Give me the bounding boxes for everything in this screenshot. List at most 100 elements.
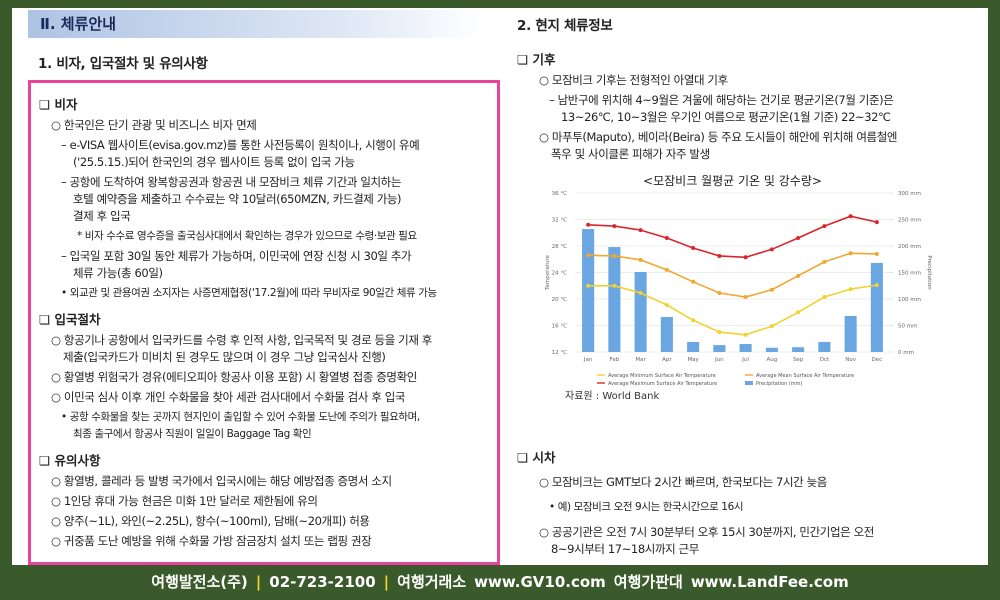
x-tick-label: Sep bbox=[793, 357, 804, 363]
x-tick-label: Oct bbox=[820, 357, 830, 363]
text-line: ○ 공공기관은 오전 7시 30분부터 오후 15시 30분까지, 민간기업은 … bbox=[539, 525, 874, 539]
left-heading: 1. 비자, 입국절차 및 유의사항 bbox=[38, 56, 208, 72]
text-line: ○ 한국인은 단기 관광 및 비즈니스 비자 면제 bbox=[51, 118, 257, 132]
x-tick-label: Feb bbox=[610, 357, 620, 363]
right-heading: 2. 현지 체류정보 bbox=[517, 18, 613, 34]
list-item: • 예) 모잠비크 오전 9시는 한국시간으로 16시 bbox=[527, 499, 967, 516]
y-tick-label: 16 °C bbox=[552, 324, 567, 330]
x-tick-label: Jan bbox=[583, 357, 593, 363]
list-item: ○ 양주(~1L), 와인(~2.25L), 향수(~100ml), 담배(~2… bbox=[39, 513, 497, 530]
list-item: ○ 귀중품 도난 예방을 위해 수화물 가방 잠금장치 설치 또는 랩핑 권장 bbox=[39, 533, 497, 550]
footer-text: 여행거래소 bbox=[397, 573, 467, 591]
x-tick-label: Jun bbox=[714, 357, 724, 363]
point bbox=[612, 224, 617, 229]
point bbox=[769, 247, 774, 252]
point bbox=[717, 291, 722, 296]
content-panel bbox=[12, 8, 988, 565]
line bbox=[588, 215, 878, 259]
bar bbox=[844, 315, 857, 352]
chart: <모잠비크 월평균 기온 및 강수량> 12 °C 16 °C 20 °C 24 °C 2… bbox=[545, 174, 932, 402]
climate-section: ❏ 기후 ○ 모잠비크 기후는 전형적인 아열대 기후 – 남반구에 위치해 4~9… bbox=[517, 42, 967, 163]
x-tick-label: Apr bbox=[662, 357, 672, 363]
bar bbox=[608, 247, 621, 352]
list-item: ○ 한국인은 단기 관광 및 비즈니스 비자 면제 bbox=[39, 117, 497, 134]
section-title-text: ❏ 유의사항 bbox=[39, 453, 101, 468]
y-tick-label: 32 °C bbox=[552, 218, 567, 224]
text-line: ○ 양주(~1L), 와인(~2.25L), 향수(~100ml), 담배(~2… bbox=[51, 514, 370, 528]
y2-tick-label: 150 mm bbox=[898, 271, 921, 277]
bar bbox=[660, 317, 673, 352]
point bbox=[717, 330, 722, 335]
list-item: ○ 1인당 휴대 가능 현금은 미화 1만 달러로 제한됨에 유의 bbox=[39, 493, 497, 510]
point bbox=[586, 222, 591, 227]
point bbox=[822, 295, 827, 300]
legend-label: Average Minimum Surface Air Temperature bbox=[608, 373, 716, 379]
bar bbox=[870, 262, 883, 352]
y2-tick-label: 200 mm bbox=[898, 244, 921, 250]
list-item: – 공항에 도착하여 왕복항공권과 항공권 내 모잠비크 체류 기간과 일치하는… bbox=[39, 174, 497, 225]
point bbox=[769, 287, 774, 292]
list-item: ○ 마푸투(Maputo), 베이라(Beira) 등 주요 도시들이 해안에 … bbox=[527, 129, 967, 163]
line bbox=[588, 284, 878, 336]
point bbox=[796, 236, 801, 241]
chart-title: <모잠비크 월평균 기온 및 강수량> bbox=[643, 174, 822, 188]
y2-tick-label: 100 mm bbox=[898, 297, 921, 303]
list-item: ○ 항공기나 공항에서 입국카드를 수령 후 인적 사항, 입국목적 및 경로 … bbox=[39, 332, 497, 366]
point bbox=[638, 291, 643, 296]
point bbox=[664, 302, 669, 307]
footer: 여행발전소(주) | 02-723-2100 | 여행거래소 www.GV10.com 여행… bbox=[0, 565, 1000, 600]
point bbox=[638, 257, 643, 262]
point bbox=[874, 251, 879, 256]
point bbox=[664, 267, 669, 272]
point bbox=[717, 253, 722, 258]
bar bbox=[582, 229, 595, 352]
bar bbox=[713, 345, 726, 352]
section-title: ❏ 비자 bbox=[39, 94, 497, 113]
point bbox=[743, 295, 748, 300]
footer-separator: | bbox=[383, 573, 390, 591]
x-tick-label: Dec bbox=[872, 357, 883, 363]
text-line: ○ 모잠비크 기후는 전형적인 아열대 기후 bbox=[539, 73, 728, 87]
section-title: ❏ 시차 bbox=[517, 447, 967, 466]
y-tick-label: 20 °C bbox=[552, 297, 567, 303]
section-title-text: ❏ 입국절차 bbox=[39, 312, 101, 327]
y-tick-label: 12 °C bbox=[552, 350, 567, 356]
bar bbox=[818, 341, 831, 352]
list-item: – 입국일 포함 30일 동안 체류가 가능하며, 이민국에 연장 신청 시 3… bbox=[39, 248, 497, 282]
y-tick-label: 28 °C bbox=[552, 244, 567, 250]
header-title: Ⅱ. 체류안내 bbox=[28, 10, 483, 38]
list-item: ○ 황열병 위험국가 경유(에티오피아 항공사 이용 포함) 시 황열병 접종 … bbox=[39, 369, 497, 386]
text-line: • 예) 모잠비크 오전 9시는 한국시간으로 16시 bbox=[549, 501, 744, 513]
list-item: ○ 황열병, 콜레라 등 발병 국가에서 입국시에는 해당 예방접종 증명서 소… bbox=[39, 473, 497, 490]
text-line: ○ 모잠비크는 GMT보다 2시간 빠르며, 한국보다는 7시간 늦음 bbox=[539, 475, 827, 489]
bar bbox=[634, 271, 647, 352]
text-line: 13~26℃, 10~3월은 우기인 여름으로 평균기온(1월 기준) 22~3… bbox=[561, 110, 891, 124]
point bbox=[796, 310, 801, 315]
point bbox=[848, 214, 853, 219]
text-line: ('25.5.15.)되어 한국인의 경우 웹사이트 등록 없이 입국 가능 bbox=[73, 155, 355, 169]
text-line: 체류 가능(총 60일) bbox=[73, 266, 163, 280]
text-line: 제출(입국카드가 미비치 된 경우도 많으며 이 경우 그냥 입국심사 진행) bbox=[63, 350, 386, 364]
footer-text: 여행발전소(주) bbox=[151, 573, 248, 591]
text-line: ○ 항공기나 공항에서 입국카드를 수령 후 인적 사항, 입국목적 및 경로 … bbox=[51, 333, 432, 347]
list-item: – e-VISA 웹사이트(evisa.gov.mz)를 통한 사전등록이 원칙… bbox=[39, 137, 497, 171]
section-title: ❏ 유의사항 bbox=[39, 450, 497, 469]
list-item: • 공항 수화물을 찾는 곳까지 현지인이 출입할 수 있어 수화물 도난에 주… bbox=[39, 409, 497, 443]
footer-text: www.LandFee.com bbox=[690, 573, 849, 591]
legend-label: Average Maximum Surface Air Temperature bbox=[608, 381, 717, 387]
text-line: ○ 황열병 위험국가 경유(에티오피아 항공사 이용 포함) 시 황열병 접종 … bbox=[51, 370, 417, 384]
y2-axis-label: Precipitation bbox=[926, 255, 932, 290]
chart-source: 자료원 : World Bank bbox=[565, 390, 659, 402]
list-item: – 남반구에 위치해 4~9월은 겨울에 해당하는 건기로 평균기온(7월 기준… bbox=[527, 92, 967, 126]
point bbox=[769, 324, 774, 329]
point bbox=[612, 253, 617, 258]
point bbox=[691, 279, 696, 284]
point bbox=[638, 228, 643, 233]
y-tick-label: 24 °C bbox=[552, 271, 567, 277]
text-line: – e-VISA 웹사이트(evisa.gov.mz)를 통한 사전등록이 원칙… bbox=[61, 138, 420, 152]
text-line: • 외교관 및 관용여권 소지자는 사증면제협정('17.2월)에 따라 무비자… bbox=[61, 287, 437, 299]
x-tick-label: Aug bbox=[767, 357, 778, 363]
point bbox=[586, 283, 591, 288]
point bbox=[691, 318, 696, 323]
